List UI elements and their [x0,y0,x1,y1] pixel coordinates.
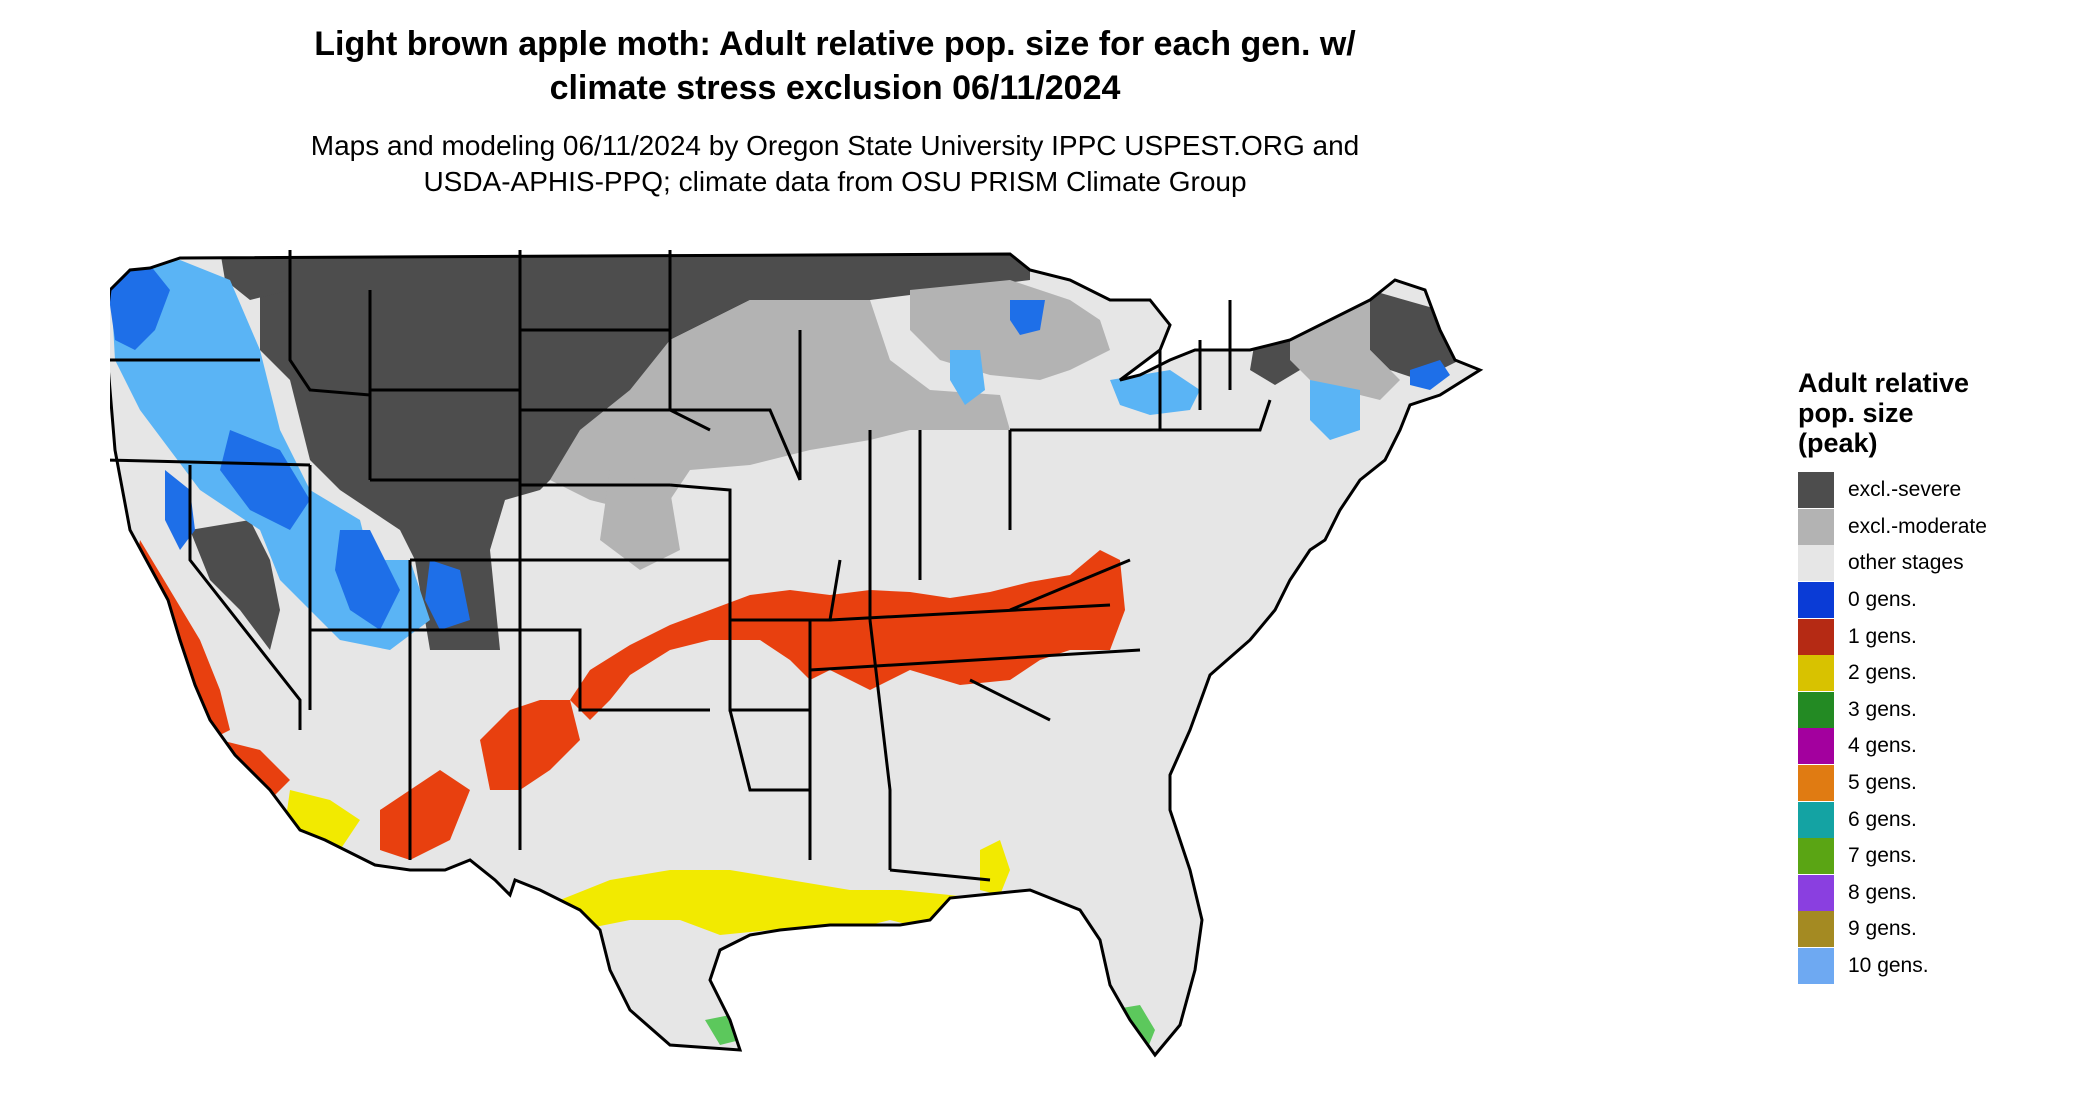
border-ga-fl [889,868,991,882]
legend-swatch [1798,801,1834,838]
subtitle-line-2: USDA-APHIS-PPQ; climate data from OSU PR… [423,166,1247,197]
legend: Adult relative pop. size (peak) excl.-se… [1798,368,2078,985]
legend-item: 2 gens. [1798,655,2078,692]
legend-title-line: pop. size [1798,398,1914,428]
legend-title: Adult relative pop. size (peak) [1798,368,2078,458]
region-gen0-dark-utah [335,530,400,630]
region-gen0-maine-coast [1410,360,1450,390]
legend-swatch [1798,765,1834,802]
border-ok-tx [520,628,710,712]
legend-label: 1 gens. [1848,624,1917,648]
legend-label: 4 gens. [1848,734,1917,758]
legend-item: 1 gens. [1798,618,2078,655]
legend-label: 7 gens. [1848,844,1917,868]
legend-label: 6 gens. [1848,807,1917,831]
border-tn-nc [809,648,1141,672]
map-subtitle: Maps and modeling 06/11/2024 by Oregon S… [260,128,1410,200]
legend-item: 0 gens. [1798,582,2078,619]
legend-swatch [1798,728,1834,765]
legend-item: 9 gens. [1798,911,2078,948]
legend-title-line: Adult relative [1798,368,1970,398]
legend-label: excl.-severe [1848,478,1962,502]
legend-swatch [1798,838,1834,875]
us-map [110,250,1482,1057]
region-gen0-new-england [1310,380,1360,440]
region-gen0-dark-interior [220,430,310,530]
legend-item: 3 gens. [1798,691,2078,729]
region-gen0-new-york [1110,370,1200,415]
border-al-ga [868,619,892,870]
legend-swatch [1798,691,1834,728]
region-gen1-texas-pan [480,700,580,790]
title-line-1: Light brown apple moth: Adult relative p… [314,25,1356,63]
region-gen0-dark-coast [110,265,170,350]
border-id-mt [288,250,371,397]
legend-swatch [1798,655,1834,692]
legend-item: 4 gens. [1798,728,2078,765]
legend-swatch [1798,472,1834,509]
legend-label: 5 gens. [1848,771,1917,795]
region-excl-moderate-colorado [600,470,680,570]
legend-title-line: (peak) [1798,428,1878,458]
legend-swatch [1798,948,1834,985]
legend-label: excl.-moderate [1848,514,1987,538]
border-ky-tn [829,603,1111,622]
legend-swatch [1798,545,1834,582]
state-borders [110,250,1482,1057]
legend-item: 8 gens. [1798,874,2078,912]
legend-item: 5 gens. [1798,765,2078,802]
border-or-ca-nv [110,458,311,467]
legend-item: excl.-severe [1798,472,2078,509]
legend-items: excl.-severe excl.-moderate other stages 0 … [1798,472,2078,985]
region-excl-severe-nevada [190,520,280,650]
legend-swatch [1798,508,1834,545]
legend-swatch [1798,911,1834,948]
legend-label: 2 gens. [1848,661,1917,685]
region-gen1-mid-south [570,550,1125,720]
legend-swatch [1798,582,1834,619]
legend-item: 10 gens. [1798,948,2078,985]
region-excl-severe-north [260,254,1030,650]
region-excl-moderate-plains [550,300,1010,510]
region-gen0-up-michigan [1010,300,1045,335]
legend-item: 6 gens. [1798,801,2078,838]
legend-item: other stages [1798,545,2078,582]
subtitle-line-1: Maps and modeling 06/11/2024 by Oregon S… [310,130,1360,161]
region-gen0-sierra [165,470,195,550]
legend-swatch [1798,618,1834,655]
region-gen1-new-mexico [380,770,470,860]
legend-item: 7 gens. [1798,838,2078,875]
border-va-nc [1009,558,1131,612]
region-gen0-dark-colorado [425,560,470,630]
legend-item: excl.-moderate [1798,508,2078,546]
map-title: Light brown apple moth: Adult relative p… [260,22,1410,110]
legend-label: 10 gens. [1848,954,1929,978]
region-gen0-michigan-wi [950,350,985,405]
legend-label: 8 gens. [1848,880,1917,904]
legend-label: 9 gens. [1848,917,1917,941]
legend-swatch [1798,874,1834,911]
map-regions [110,254,1460,1055]
region-gen2-gulf [510,870,1000,940]
border-ne-states [1160,399,1272,432]
region-excl-severe-washington [220,254,290,300]
legend-label: other stages [1848,551,1964,575]
legend-label: 3 gens. [1848,697,1917,721]
title-line-2: climate stress exclusion 06/11/2024 [549,69,1121,107]
border-ca-nv [188,465,302,730]
legend-label: 0 gens. [1848,588,1917,612]
border-ia [670,408,802,481]
border-sc-ga [969,678,1051,722]
